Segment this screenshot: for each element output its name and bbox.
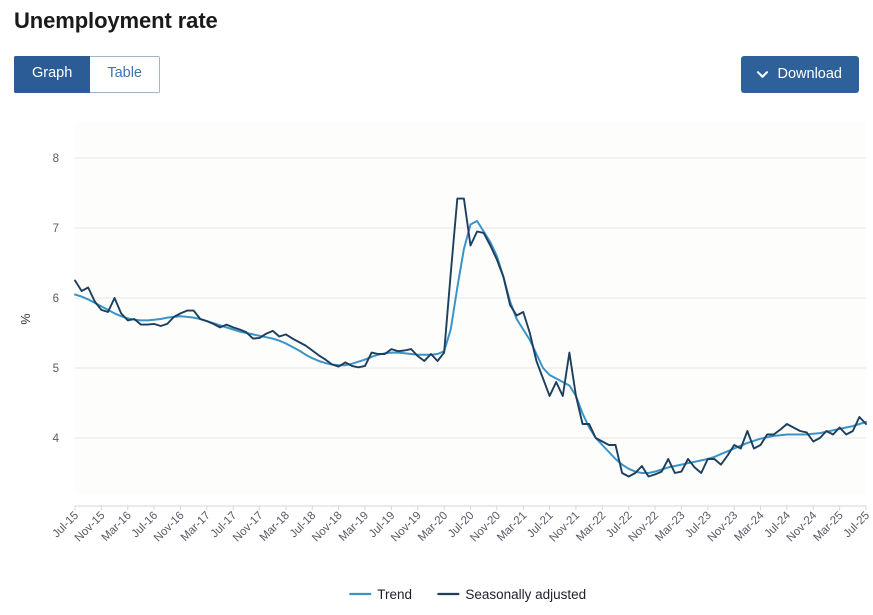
x-axis-ticks: Jul-15Nov-15Mar-16Jul-16Nov-16Mar-17Jul-… — [50, 506, 872, 544]
y-tick-label: 5 — [53, 363, 59, 375]
x-tick-label: Jul-25 — [841, 510, 872, 541]
page-title: Unemployment rate — [14, 8, 218, 33]
x-tick-label: Mar-20 — [416, 510, 450, 544]
plot-background — [75, 122, 866, 494]
y-tick-label: 4 — [53, 433, 60, 445]
tab-graph[interactable]: Graph — [14, 56, 91, 93]
x-tick-label: Mar-25 — [812, 510, 846, 544]
legend-label-1: Seasonally adjusted — [465, 587, 586, 602]
download-button[interactable]: Download — [740, 56, 859, 93]
series-seasonally-adjusted — [74, 197, 867, 478]
y-tick-label: 6 — [53, 293, 59, 305]
view-mode-tabs: Graph Table — [14, 56, 160, 93]
unemployment-line-chart: 4 5 6 7 8 Jul-15Nov-15Mar-16Jul-16Nov-16Mar-… — [19, 122, 872, 602]
x-tick-label: Mar-22 — [574, 510, 608, 544]
data-series — [74, 197, 867, 478]
x-tick-label: Mar-23 — [653, 510, 687, 544]
legend-label-0: Trend — [377, 587, 412, 602]
y-axis-label: % — [19, 313, 33, 324]
y-axis-ticks: 4 5 6 7 8 — [53, 153, 60, 445]
tab-table[interactable]: Table — [90, 56, 160, 93]
x-tick-label: Mar-17 — [179, 510, 213, 544]
download-button-label: Download — [777, 66, 843, 82]
x-tick-label: Mar-18 — [258, 510, 292, 544]
x-tick-label: Mar-16 — [100, 510, 134, 544]
chevron-down-icon — [756, 68, 769, 81]
x-tick-label: Mar-19 — [337, 510, 371, 544]
y-tick-label: 7 — [53, 223, 59, 235]
chart-container: 4 5 6 7 8 Jul-15 Nov-15 Mar-16 Jul-16 Nov-16 Mar-… — [0, 104, 873, 615]
chart-legend: Trend Seasonally adjusted — [349, 587, 586, 602]
y-tick-label: 8 — [53, 153, 59, 165]
x-tick-label: Mar-21 — [495, 510, 529, 544]
x-tick-label: Mar-24 — [732, 509, 767, 544]
